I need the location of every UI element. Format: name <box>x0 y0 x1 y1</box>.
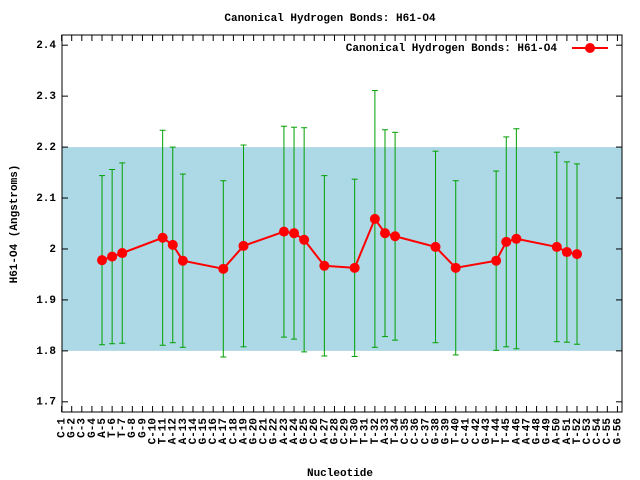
reference-band <box>62 147 622 351</box>
data-point <box>238 240 249 251</box>
x-tick-label: C-55 <box>602 418 614 445</box>
data-point <box>289 228 300 239</box>
x-tick-label: C-36 <box>410 418 422 444</box>
y-axis-label: H61-O4 (Angstroms) <box>9 165 21 284</box>
x-tick-label: T-44 <box>491 418 503 445</box>
x-tick-label: C-18 <box>228 418 240 445</box>
x-tick-label: C-42 <box>471 418 483 444</box>
data-point <box>379 228 390 239</box>
x-tick-label: G-39 <box>441 418 453 444</box>
x-tick-label: C-53 <box>582 418 594 445</box>
x-tick-label: G-48 <box>531 418 543 445</box>
x-tick-label: C-16 <box>208 418 220 444</box>
data-point <box>319 260 330 271</box>
x-tick-label: G-8 <box>127 418 139 438</box>
data-point <box>349 262 360 273</box>
data-point <box>430 241 441 252</box>
legend-label: Canonical Hydrogen Bonds: H61-O4 <box>346 43 558 55</box>
data-point <box>369 213 380 224</box>
x-tick-label: G-15 <box>198 418 210 445</box>
x-tick-label: G-49 <box>542 418 554 444</box>
data-point <box>501 236 512 247</box>
x-tick-label: A-51 <box>562 418 574 445</box>
y-tick-label: 2.2 <box>36 142 56 154</box>
x-tick-label: G-22 <box>269 418 281 444</box>
data-point <box>511 233 522 244</box>
x-tick-label: C-21 <box>259 418 271 445</box>
data-point <box>177 255 188 266</box>
data-point <box>561 247 572 258</box>
x-tick-label: C-10 <box>147 418 159 444</box>
data-point <box>572 249 583 260</box>
data-point <box>167 239 178 250</box>
x-tick-label: T-32 <box>370 418 382 444</box>
x-tick-label: A-27 <box>319 418 331 444</box>
x-tick-label: C-54 <box>592 418 604 445</box>
plot-border <box>61 34 623 413</box>
x-tick-label: T-30 <box>350 418 362 444</box>
x-tick-label: G-28 <box>329 418 341 445</box>
y-tick-label: 1.9 <box>36 295 56 307</box>
y-tick-label: 1.8 <box>36 346 56 358</box>
data-point <box>97 255 108 266</box>
x-tick-label: T-40 <box>451 418 463 444</box>
x-tick-label: G-9 <box>137 418 149 438</box>
data-point <box>218 263 229 274</box>
legend-marker <box>585 43 595 53</box>
x-tick-label: G-25 <box>299 418 311 445</box>
x-tick-label: A-13 <box>178 418 190 445</box>
x-tick-label: C-1 <box>57 418 69 438</box>
y-tick-label: 2.1 <box>36 193 56 205</box>
x-tick-label: C-3 <box>77 418 89 438</box>
x-tick-label: A-47 <box>521 418 533 444</box>
x-tick-label: A-19 <box>238 418 250 444</box>
data-point <box>390 231 401 242</box>
x-tick-label: G-56 <box>612 418 624 444</box>
x-tick-label: A-17 <box>218 418 230 444</box>
y-tick-label: 1.7 <box>36 397 56 409</box>
data-point <box>299 234 310 245</box>
x-tick-label: T-45 <box>501 418 513 445</box>
x-tick-label: C-26 <box>309 418 321 444</box>
x-tick-label: A-5 <box>97 418 109 438</box>
x-tick-label: A-23 <box>279 418 291 445</box>
x-tick-label: T-52 <box>572 418 584 444</box>
data-point <box>107 251 118 262</box>
x-tick-label: T-6 <box>107 418 119 438</box>
chart-title: Canonical Hydrogen Bonds: H61-O4 <box>224 13 436 25</box>
x-tick-label: A-46 <box>511 418 523 444</box>
data-point <box>491 255 502 266</box>
x-tick-label: C-29 <box>339 418 351 444</box>
x-tick-label: C-35 <box>400 418 412 445</box>
x-tick-label: T-7 <box>117 418 129 438</box>
x-tick-label: C-41 <box>461 418 473 445</box>
x-tick-label: A-12 <box>168 418 180 444</box>
x-tick-label: T-31 <box>360 418 372 445</box>
x-tick-label: A-50 <box>552 418 564 444</box>
x-tick-label: C-37 <box>420 418 432 444</box>
y-tick-label: 2.3 <box>36 91 56 103</box>
y-tick-label: 2 <box>49 244 56 256</box>
x-tick-label: C-14 <box>188 418 200 445</box>
x-tick-label: G-38 <box>430 418 442 445</box>
data-point <box>157 232 168 243</box>
x-tick-label: T-11 <box>158 418 170 445</box>
x-tick-label: G-4 <box>87 418 99 438</box>
x-tick-label: G-43 <box>481 418 493 445</box>
x-tick-label: A-24 <box>289 418 301 445</box>
data-point <box>450 262 461 273</box>
x-tick-label: G-20 <box>249 418 261 444</box>
x-tick-label: G-2 <box>67 418 79 438</box>
data-point <box>278 226 289 237</box>
x-tick-label: A-33 <box>380 418 392 445</box>
x-tick-label: T-34 <box>390 418 402 445</box>
y-tick-label: 2.4 <box>36 40 56 52</box>
data-point <box>551 241 562 252</box>
data-point <box>117 248 128 259</box>
x-axis-label: Nucleotide <box>307 468 373 480</box>
